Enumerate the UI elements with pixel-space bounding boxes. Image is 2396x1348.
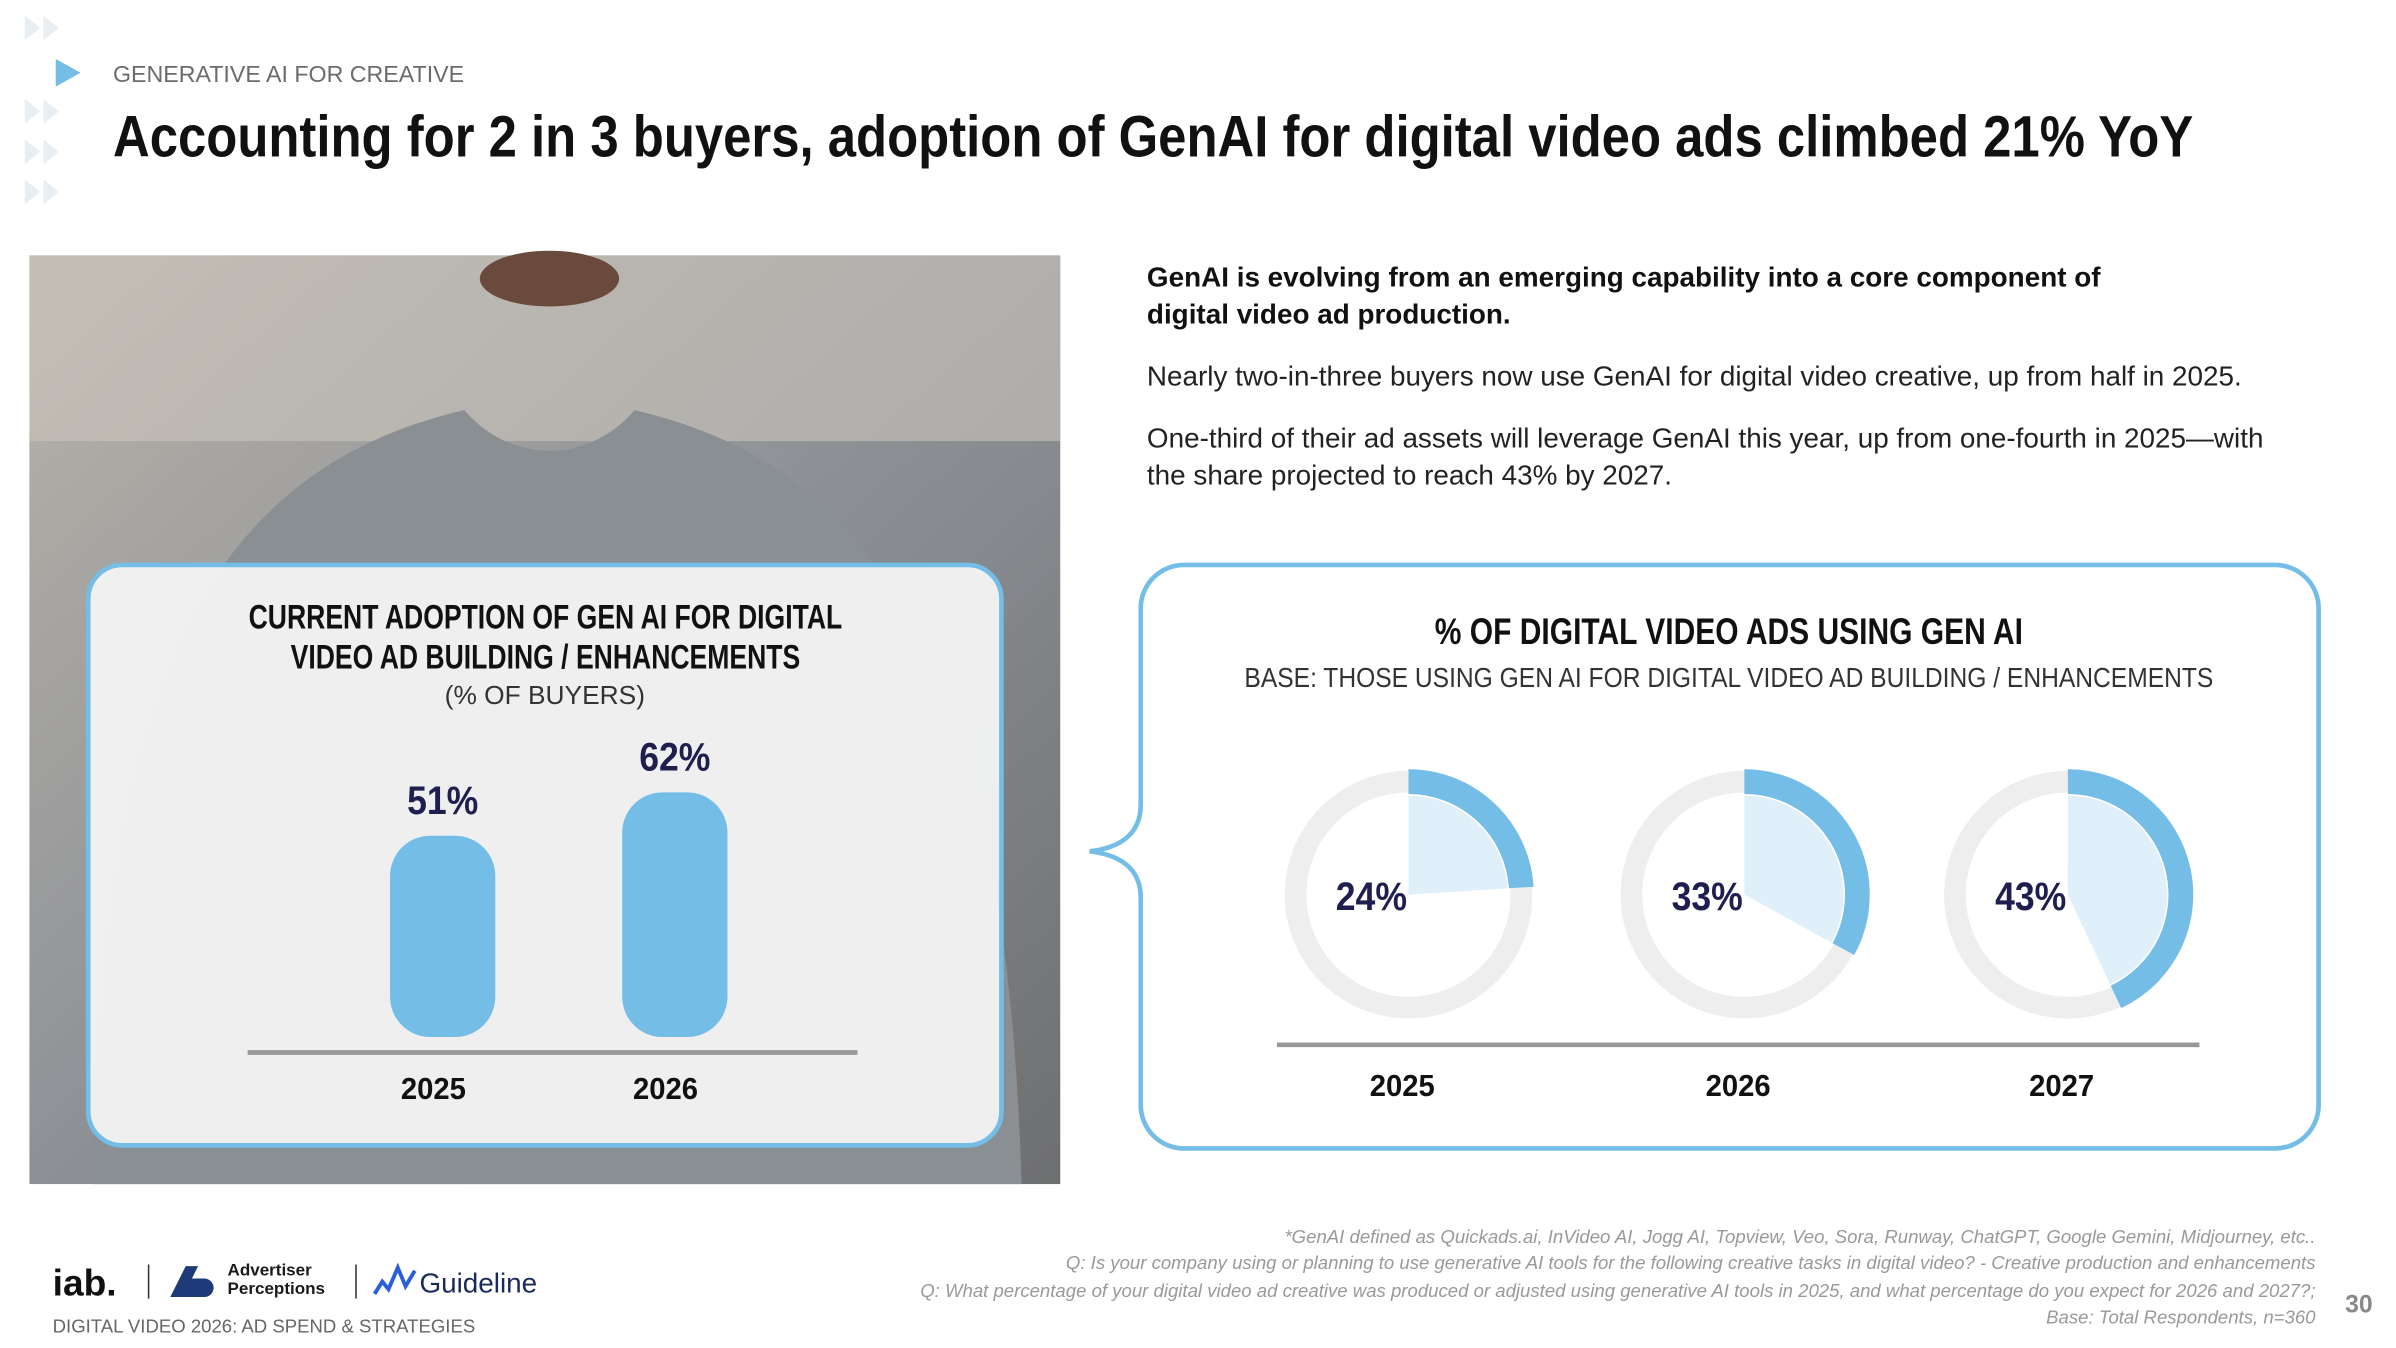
- category-label: 2026: [633, 1071, 698, 1106]
- donut-wedge: [1744, 795, 1844, 943]
- footnotes: *GenAI defined as Quickads.ai, InVideo A…: [768, 1224, 2316, 1332]
- chart-subtitle: (% OF BUYERS): [444, 681, 645, 711]
- lead: GenAI is evolving from an emerging capab…: [1146, 261, 2101, 330]
- value-label: 51%: [407, 778, 478, 823]
- paragraph: Nearly two-in-three buyers now use GenAI…: [1146, 360, 2242, 392]
- footnote: Q: What percentage of your digital video…: [920, 1279, 2316, 1302]
- value-label: 62%: [639, 735, 710, 780]
- footnote: *GenAI defined as Quickads.ai, InVideo A…: [1284, 1225, 2316, 1248]
- chart-title: % OF DIGITAL VIDEO ADS USING GEN AI: [1435, 610, 2023, 652]
- bar: [622, 792, 728, 1038]
- chart-title: CURRENT ADOPTION OF GEN AI FOR DIGITAL V…: [248, 597, 843, 677]
- value-label: 43%: [1995, 874, 2066, 919]
- slide-title: Accounting for 2 in 3 buyers, adoption o…: [113, 104, 2193, 169]
- donut-wedge: [1408, 795, 1508, 895]
- donut-wedge: [2067, 795, 2167, 985]
- logo-guideline: Guideline: [419, 1267, 537, 1298]
- donut-arc: [1408, 769, 1534, 889]
- logo-guideline-mark: [372, 1262, 417, 1295]
- category-label: 2027: [2029, 1068, 2094, 1103]
- footnote: Base: Total Respondents, n=360: [2046, 1306, 2316, 1329]
- paragraph: One-third of their ad assets will levera…: [1146, 422, 2264, 491]
- logo-iab: iab.: [53, 1262, 117, 1304]
- category-label: 2026: [1706, 1068, 1771, 1103]
- logo-ap: Advertiser Perceptions: [227, 1261, 325, 1299]
- category-label: 2025: [401, 1071, 466, 1106]
- page-number: 30: [2345, 1292, 2373, 1319]
- category-label: 2025: [1370, 1068, 1435, 1103]
- chart-subtitle: BASE: THOSE USING GEN AI FOR DIGITAL VID…: [1244, 662, 2213, 693]
- bar: [390, 835, 496, 1038]
- section-label: GENERATIVE AI FOR CREATIVE: [113, 61, 464, 87]
- value-label: 33%: [1672, 874, 1743, 919]
- donut-arc: [1744, 769, 1870, 956]
- footnote: Q: Is your company using or planning to …: [1065, 1252, 2316, 1275]
- source: DIGITAL VIDEO 2026: AD SPEND & STRATEGIE…: [53, 1316, 476, 1337]
- logo-ap-mark: [170, 1266, 214, 1298]
- value-label: 24%: [1336, 874, 1407, 919]
- bar-chart-panel: [85, 562, 1004, 1148]
- nav-arrows: [24, 15, 81, 205]
- donut-arc: [2067, 769, 2194, 1009]
